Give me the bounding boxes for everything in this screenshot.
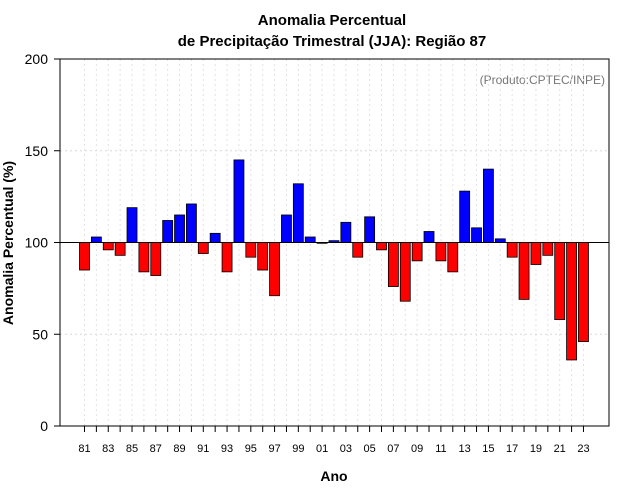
x-tick-label: 89 xyxy=(173,443,185,455)
y-tick-label: 200 xyxy=(25,51,49,67)
bar-96 xyxy=(257,242,269,271)
y-tick-label: 100 xyxy=(25,235,49,251)
x-tick-label: 83 xyxy=(102,443,114,455)
x-tick-label: 21 xyxy=(554,443,566,455)
bar-94 xyxy=(233,159,245,243)
bar-83 xyxy=(102,242,114,251)
bar-88 xyxy=(162,220,174,243)
bar-92 xyxy=(209,232,221,243)
bar-84 xyxy=(114,242,126,256)
x-tick-label: 85 xyxy=(126,443,138,455)
y-tick-label: 50 xyxy=(32,326,48,342)
bar-95 xyxy=(245,242,257,258)
bar-81 xyxy=(79,242,90,271)
bar-03 xyxy=(340,221,352,243)
bar-04 xyxy=(352,242,364,258)
bar-89 xyxy=(174,214,185,243)
y-tick-label: 150 xyxy=(25,143,49,159)
x-tick-label: 03 xyxy=(340,443,352,455)
bar-10 xyxy=(423,231,435,243)
bar-14 xyxy=(471,227,482,243)
x-tick-label: 95 xyxy=(245,443,257,455)
x-tick-label: 13 xyxy=(459,443,471,455)
bar-22 xyxy=(566,242,577,361)
x-tick-label: 15 xyxy=(482,443,494,455)
x-tick-label: 23 xyxy=(577,443,589,455)
y-axis: 0 50 100 150 200 xyxy=(25,51,60,434)
bars xyxy=(79,159,589,361)
bar-93 xyxy=(221,242,233,273)
x-tick-label: 87 xyxy=(150,443,162,455)
chart-title: Anomalia Percentual xyxy=(258,12,406,29)
bar-87 xyxy=(150,242,162,276)
x-axis: 81 83 85 87 89 91 93 95 97 99 01 03 05 07 09 11 13 15 17 19… xyxy=(78,426,590,455)
y-tick-label: 0 xyxy=(40,418,48,434)
bar-09 xyxy=(411,242,423,262)
x-tick-label: 17 xyxy=(506,443,518,455)
bar-86 xyxy=(138,242,150,273)
bar-08 xyxy=(399,242,411,302)
bar-06 xyxy=(376,242,387,251)
bar-98 xyxy=(281,214,292,243)
bar-97 xyxy=(269,242,280,297)
bar-13 xyxy=(459,190,471,243)
bar-99 xyxy=(292,183,304,243)
bar-12 xyxy=(447,242,459,273)
bar-91 xyxy=(197,242,209,254)
bar-23 xyxy=(578,242,589,342)
bar-18 xyxy=(518,242,530,300)
y-axis-label: Anomalia Percentual (%) xyxy=(0,161,16,325)
bar-20 xyxy=(542,242,554,256)
bar-19 xyxy=(530,242,542,265)
bar-21 xyxy=(554,242,566,320)
grid xyxy=(60,59,609,426)
chart-subtitle: de Precipitação Trimestral (JJA): Região… xyxy=(178,33,486,50)
x-tick-label: 19 xyxy=(530,443,542,455)
x-tick-label: 09 xyxy=(411,443,423,455)
x-axis-label: Ano xyxy=(320,468,347,484)
bar-07 xyxy=(387,242,399,287)
bar-00 xyxy=(304,236,316,243)
x-tick-label: 99 xyxy=(292,443,304,455)
x-tick-label: 93 xyxy=(221,443,233,455)
x-tick-label: 01 xyxy=(316,443,328,455)
x-tick-label: 07 xyxy=(387,443,399,455)
bar-85 xyxy=(126,207,138,243)
bar-15 xyxy=(483,168,494,243)
bar-82 xyxy=(90,236,102,243)
credit-text: (Produto:CPTEC/INPE) xyxy=(480,73,605,87)
bar-11 xyxy=(435,242,447,262)
x-tick-label: 81 xyxy=(78,443,90,455)
x-tick-label: 91 xyxy=(197,443,209,455)
x-tick-label: 11 xyxy=(435,443,446,455)
bar-90 xyxy=(186,203,197,243)
bar-16 xyxy=(494,238,506,243)
x-tick-label: 97 xyxy=(268,443,280,455)
x-tick-label: 05 xyxy=(363,443,375,455)
bar-05 xyxy=(364,216,376,243)
bar-17 xyxy=(506,242,518,258)
